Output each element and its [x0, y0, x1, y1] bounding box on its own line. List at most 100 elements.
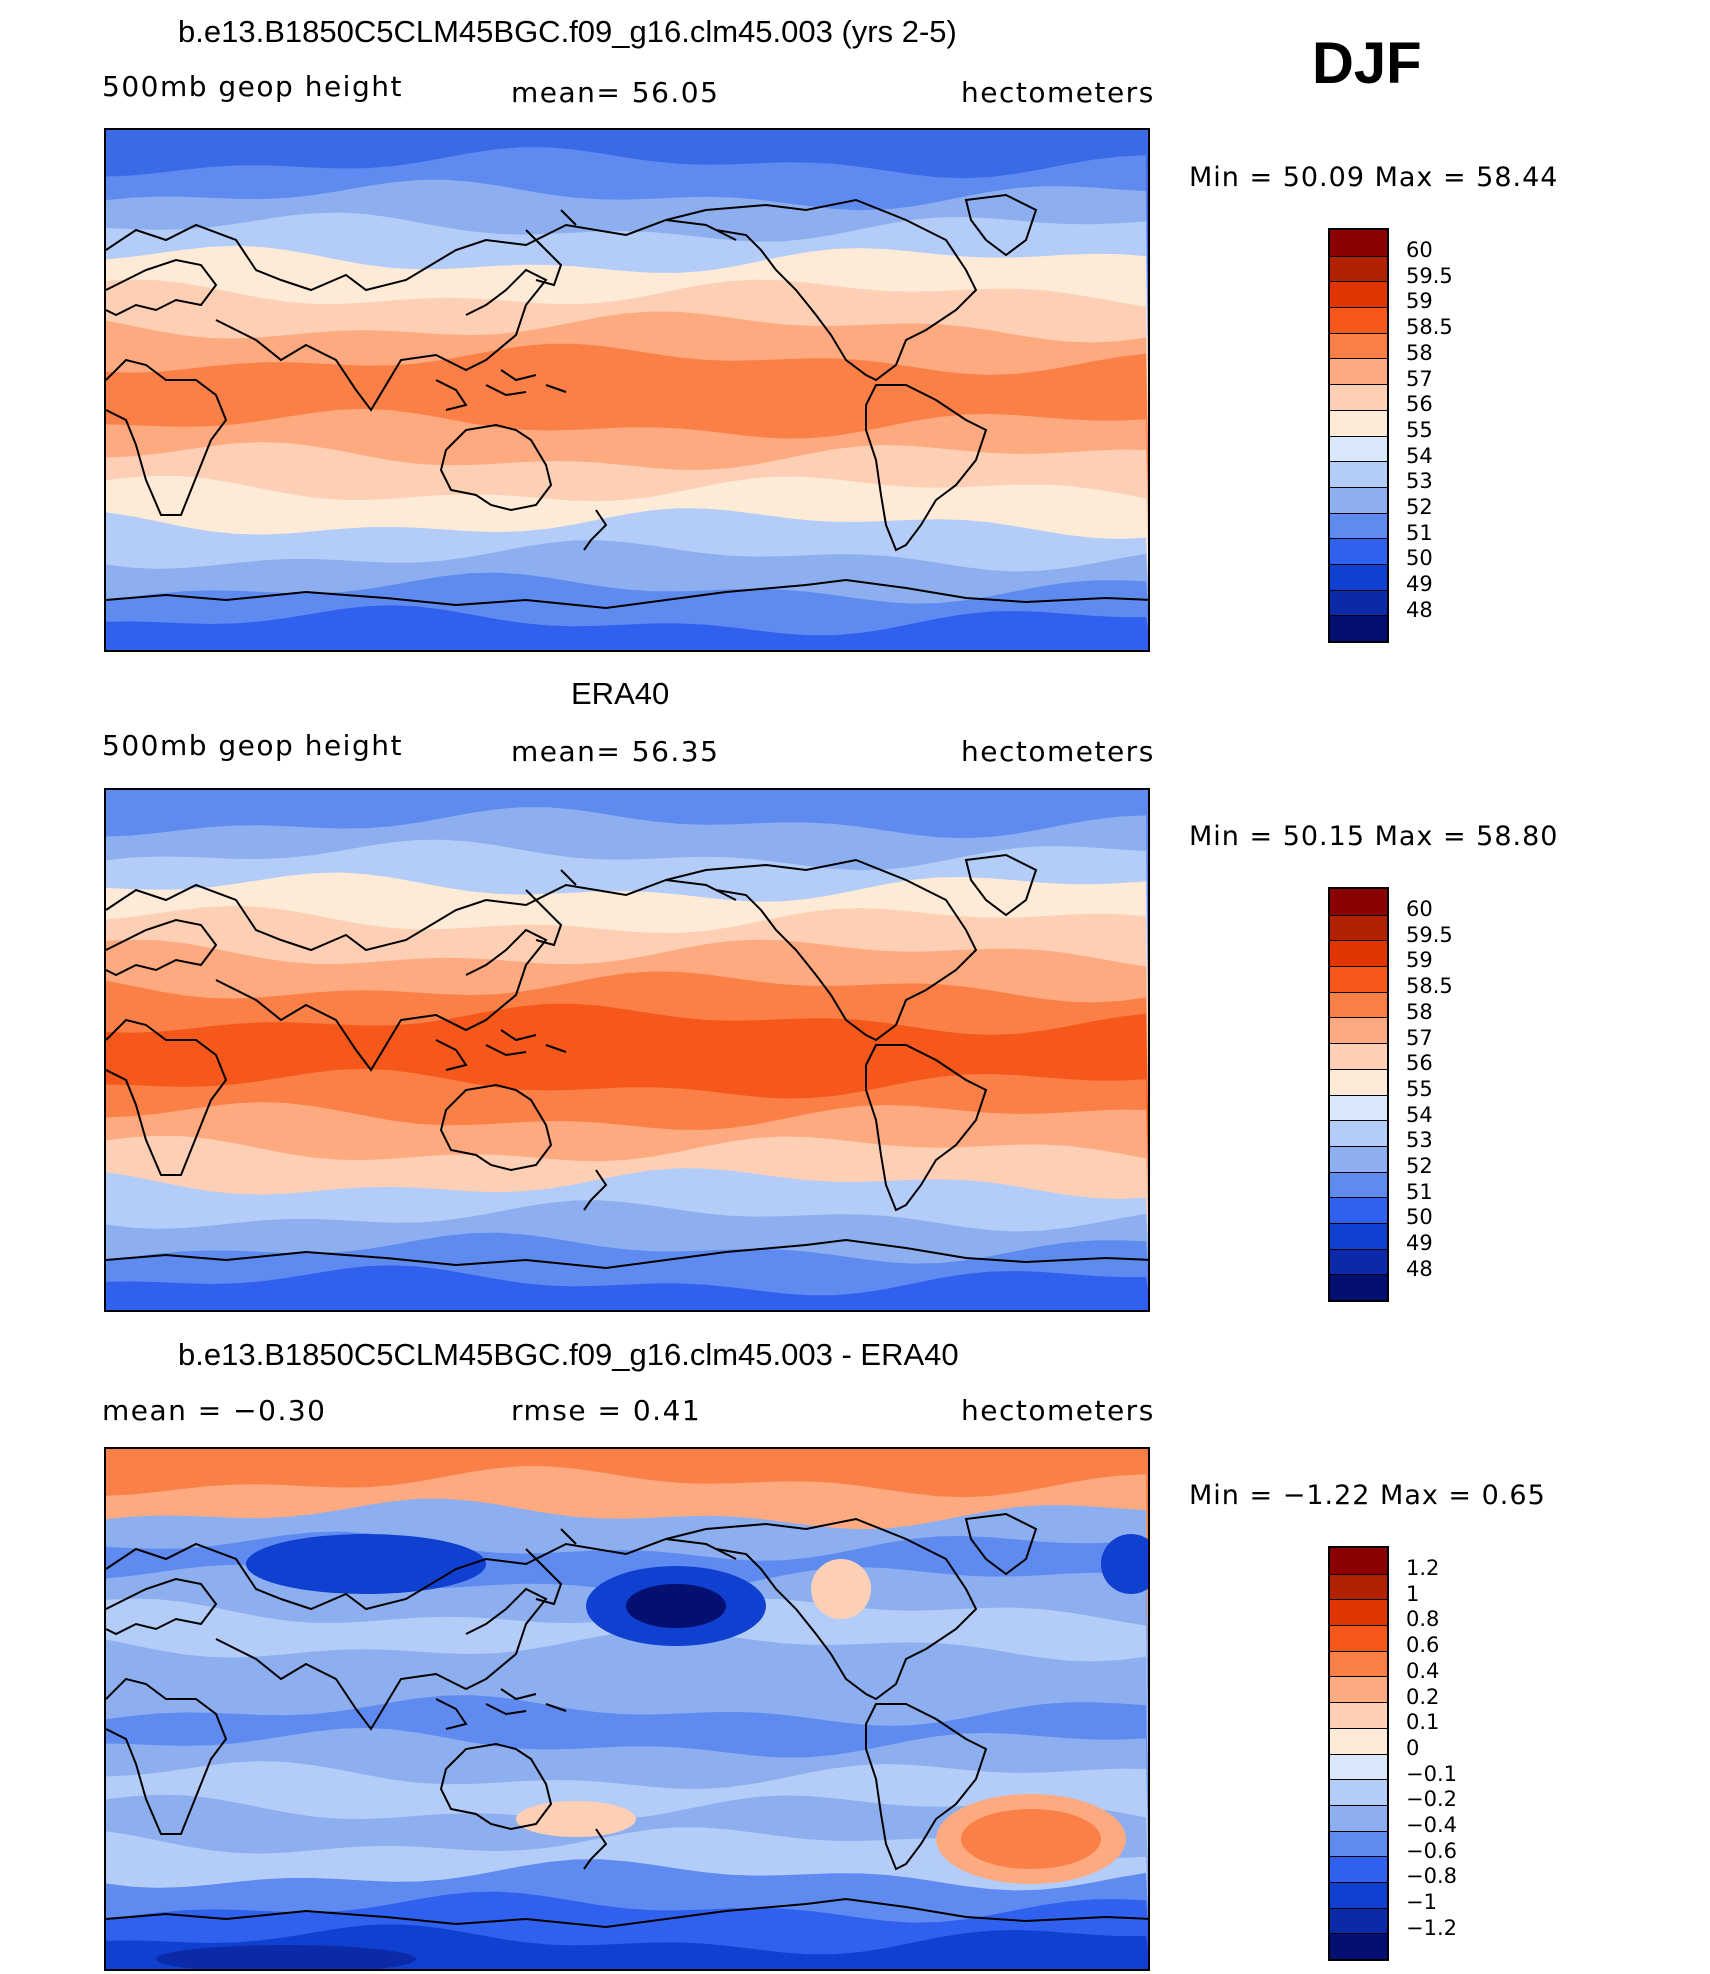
colorbar-tick-label: 59 — [1406, 948, 1433, 973]
colorbar-swatch — [1330, 281, 1387, 308]
colorbar-tick-label: −0.4 — [1406, 1813, 1457, 1837]
anomaly-region — [811, 1559, 871, 1619]
colorbar-swatch — [1330, 1753, 1387, 1780]
colorbar-swatch — [1330, 1599, 1387, 1626]
coastline — [106, 1537, 737, 1611]
colorbar-swatch — [1330, 461, 1387, 487]
colorbar-swatch — [1330, 1548, 1387, 1574]
panel3-rmse-label: rmse = 0.41 — [511, 1394, 702, 1427]
colorbar-tick-label: 56 — [1406, 1051, 1433, 1076]
coastline — [106, 218, 737, 292]
colorbar-tick-label: 49 — [1406, 572, 1433, 597]
colorbar-swatch — [1330, 1933, 1387, 1959]
colorbar-tick-label: 57 — [1406, 366, 1433, 391]
panel2-map — [104, 788, 1150, 1312]
panel1-title: b.e13.B1850C5CLM45BGC.f09_g16.clm45.003 … — [178, 14, 957, 49]
coastline — [435, 369, 567, 411]
colorbar-tick-label: 53 — [1406, 469, 1433, 494]
colorbar-swatch — [1330, 1573, 1387, 1600]
colorbar-swatch — [1330, 538, 1387, 564]
coastline — [665, 198, 978, 382]
colorbar-tick-label: 58.5 — [1406, 315, 1453, 340]
colorbar-tick-label: 48 — [1406, 1256, 1433, 1281]
coastline — [964, 1512, 1038, 1576]
colorbar-swatch — [1330, 384, 1387, 410]
panel1-units-label: hectometers — [961, 76, 1155, 109]
colorbar-swatch — [1330, 255, 1387, 282]
colorbar-swatch — [1330, 1043, 1387, 1069]
colorbar-tick-label: 60 — [1406, 238, 1433, 262]
coastline — [665, 1517, 978, 1701]
colorbar-tick-label: 59.5 — [1406, 263, 1453, 288]
colorbar-tick-label: 48 — [1406, 597, 1433, 622]
panel1-mean-label: mean= 56.05 — [511, 76, 720, 109]
colorbar-swatch — [1330, 940, 1387, 967]
coastline — [106, 1238, 1148, 1270]
colorbar-tick-label: 60 — [1406, 897, 1433, 921]
colorbar-tick-label: 54 — [1406, 1102, 1433, 1127]
panel1-map — [104, 128, 1150, 652]
colorbar-swatch — [1330, 1068, 1387, 1095]
colorbar-swatch — [1330, 1650, 1387, 1677]
colorbar-tick-label: 0.6 — [1406, 1633, 1440, 1658]
colorbar-tick-label: 1.2 — [1406, 1556, 1440, 1580]
anomaly-region — [961, 1809, 1101, 1869]
colorbar-tick-label: 53 — [1406, 1128, 1433, 1153]
anomaly-region — [156, 1945, 416, 1969]
colorbar-tick-label: 51 — [1406, 520, 1433, 545]
coastline — [106, 878, 737, 952]
coastline — [106, 1897, 1148, 1929]
colorbar-tick-label: 56 — [1406, 392, 1433, 417]
coastline — [106, 258, 218, 317]
coastline — [106, 1677, 228, 1835]
colorbar-swatch — [1330, 563, 1387, 590]
colorbar-swatch — [1330, 409, 1387, 436]
colorbar-tick-label: −0.1 — [1406, 1761, 1457, 1786]
coastline — [439, 1083, 553, 1172]
coastline — [106, 578, 1148, 610]
panel3-min-max: Min = −1.22 Max = 0.65 — [1189, 1480, 1546, 1511]
colorbar-swatch — [1330, 991, 1387, 1018]
colorbar-tick-label: −1 — [1406, 1890, 1437, 1915]
colorbar-tick-label: 58 — [1406, 340, 1433, 365]
colorbar-tick-label: 50 — [1406, 1205, 1433, 1230]
colorbar-tick-label: 49 — [1406, 1231, 1433, 1256]
panel2-map-svg — [106, 790, 1148, 1310]
colorbar-swatch — [1330, 615, 1387, 641]
colorbar-tick-label: 1 — [1406, 1581, 1420, 1606]
colorbar-swatch — [1330, 1856, 1387, 1882]
colorbar-tick-label: 52 — [1406, 1154, 1433, 1178]
coastline — [865, 1703, 988, 1871]
colorbar-swatch — [1330, 1676, 1387, 1703]
colorbar-swatch — [1330, 1274, 1387, 1300]
colorbar-tick-label: 57 — [1406, 1025, 1433, 1050]
colorbar-tick-label: −1.2 — [1406, 1915, 1457, 1940]
panel3-map-svg — [106, 1449, 1148, 1969]
coastline — [106, 1577, 218, 1636]
colorbar-swatch — [1330, 230, 1387, 256]
coastline — [583, 1169, 608, 1211]
coastline — [215, 928, 548, 1072]
panel3-map — [104, 1447, 1150, 1971]
panel1-colorbar — [1328, 228, 1389, 643]
anomaly-region — [516, 1801, 636, 1837]
coastline — [106, 1018, 228, 1176]
coastline — [964, 193, 1038, 257]
coastline — [439, 1742, 553, 1831]
coastline — [665, 858, 978, 1042]
colorbar-swatch — [1330, 1222, 1387, 1249]
anomaly-region — [246, 1534, 486, 1594]
coastline — [215, 268, 548, 412]
panel1-min-max: Min = 50.09 Max = 58.44 — [1189, 162, 1559, 193]
anomaly-region — [1101, 1534, 1148, 1594]
panel2-variable-label: 500mb geop height — [102, 729, 403, 762]
colorbar-swatch — [1330, 358, 1387, 385]
coastline — [439, 423, 553, 512]
colorbar-tick-label: 0.2 — [1406, 1684, 1440, 1709]
coastline — [106, 918, 218, 977]
colorbar-tick-label: −0.2 — [1406, 1787, 1457, 1812]
colorbar-swatch — [1330, 486, 1387, 513]
contour-band — [106, 605, 1148, 650]
colorbar-tick-label: 58.5 — [1406, 974, 1453, 999]
colorbar-tick-label: 59 — [1406, 289, 1433, 314]
